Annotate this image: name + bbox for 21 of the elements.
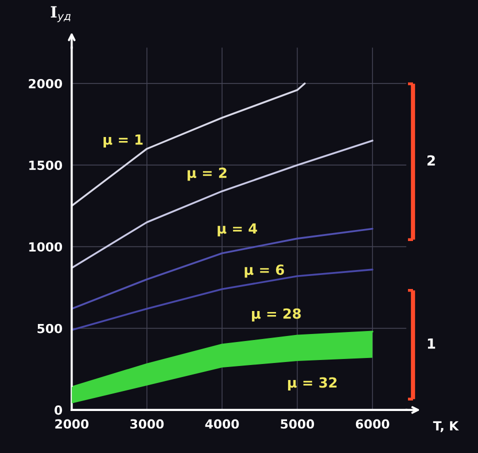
series-label: μ = 6 <box>244 264 284 278</box>
y-axis-title: I$_{уд}$ <box>50 6 71 22</box>
line-series <box>72 82 306 207</box>
y-tick-label: 500 <box>38 324 62 334</box>
series-label: μ = 2 <box>188 168 226 181</box>
x-tick-label: 5000 <box>280 419 314 429</box>
series-label: μ = 28 <box>252 308 301 322</box>
x-axis-title: T, K <box>433 421 459 432</box>
y-tick-label: 2000 <box>28 78 62 88</box>
series-label: μ = 1 <box>104 134 143 148</box>
x-tick-label: 2000 <box>55 419 88 429</box>
y-tick-label: 0 <box>54 405 62 415</box>
annotation: μ = 32 <box>288 377 337 390</box>
text: 1 <box>428 338 436 349</box>
x-tick-label: 4000 <box>205 419 239 429</box>
x-tick-label: 3000 <box>130 419 164 429</box>
y-tick-label: 1000 <box>29 242 62 252</box>
text: 2 <box>427 155 435 166</box>
y-tick-label: 1500 <box>29 160 62 170</box>
series-label: μ = 4 <box>218 223 258 236</box>
x-tick-label: 6000 <box>356 419 390 429</box>
